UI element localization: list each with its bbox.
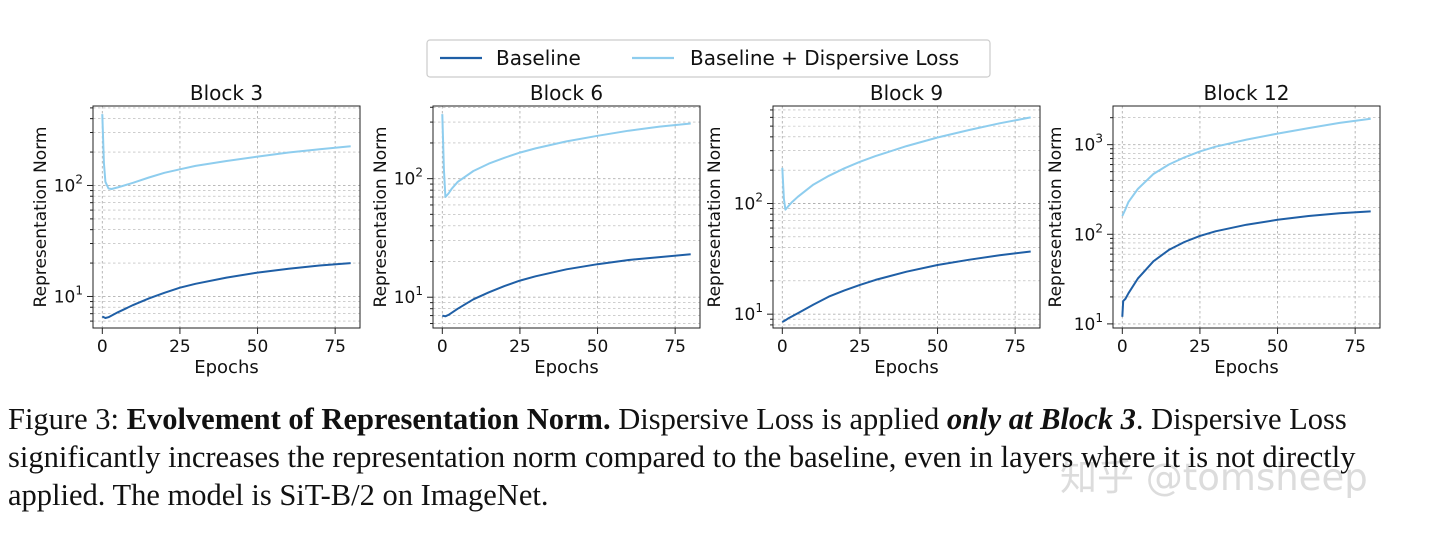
y-tick-label: 101 — [394, 284, 423, 308]
x-tick-label: 25 — [849, 337, 871, 357]
x-axis-label: Epochs — [1214, 357, 1279, 378]
y-tick-label: 103 — [1074, 132, 1103, 156]
x-axis-label: Epochs — [534, 357, 599, 378]
caption-text1: Dispersive Loss is applied — [610, 402, 947, 436]
y-axis-label: Representation Norm — [371, 127, 391, 308]
watermark: 知乎 @tomsheep — [1060, 456, 1368, 499]
x-tick-label: 25 — [509, 337, 531, 357]
caption-prefix: Figure 3: — [8, 402, 127, 436]
x-axis-label: Epochs — [874, 357, 939, 378]
y-tick-label: 102 — [734, 190, 763, 214]
y-tick-label: 102 — [394, 166, 423, 190]
chart-panel-1: 0 25 50 75 101 102 Block 3 Epochs Representation… — [31, 81, 361, 378]
x-tick-label: 0 — [777, 337, 788, 357]
x-tick-label: 50 — [1267, 337, 1289, 357]
x-tick-label: 75 — [324, 337, 346, 357]
chart-panel-3: 0 25 50 75 101 102 Block 9 Epochs Representation… — [705, 81, 1041, 378]
chart-panel-2: 0 25 50 75 101 102 Block 6 Epochs Representation… — [371, 81, 701, 378]
chart-title: Block 9 — [870, 81, 943, 105]
x-tick-label: 50 — [247, 337, 269, 357]
y-tick-label: 102 — [54, 172, 83, 196]
series-line-dispersive — [441, 114, 691, 198]
x-tick-label: 50 — [927, 337, 949, 357]
series-line-baseline — [1121, 210, 1371, 317]
chart-title: Block 3 — [190, 81, 263, 105]
legend-label-dispersive: Baseline + Dispersive Loss — [690, 46, 959, 70]
caption-bold-italic: only at Block 3 — [946, 402, 1136, 436]
chart-title: Block 12 — [1204, 81, 1290, 105]
y-tick-label: 101 — [54, 283, 83, 307]
x-tick-label: 0 — [97, 337, 108, 357]
series-line-baseline — [442, 253, 691, 318]
legend-label-baseline: Baseline — [496, 46, 581, 70]
chart-frame — [432, 105, 701, 329]
x-tick-label: 50 — [587, 337, 609, 357]
chart-grid — [93, 106, 360, 328]
chart-frame — [772, 105, 1041, 329]
x-tick-label: 75 — [1344, 337, 1366, 357]
y-axis-label: Representation Norm — [1046, 127, 1066, 308]
chart-frame — [92, 105, 361, 329]
legend-frame — [426, 39, 991, 78]
legend: Baseline Baseline + Dispersive Loss — [426, 39, 991, 78]
y-tick-label: 101 — [1074, 311, 1103, 335]
x-tick-label: 0 — [437, 337, 448, 357]
chart-grid — [433, 106, 700, 328]
y-tick-label: 102 — [1074, 221, 1103, 245]
chart-panel-4: 0 25 50 75 101 102 103 Block 12 Epochs Representa… — [1046, 81, 1381, 378]
chart-grid — [1113, 106, 1380, 328]
caption-bold-title: Evolvement of Representation Norm. — [126, 402, 611, 436]
series-line-baseline — [101, 262, 351, 319]
series-line-dispersive — [1121, 117, 1371, 217]
figure-caption: Figure 3: Evolvement of Representation N… — [8, 400, 1433, 514]
x-tick-label: 25 — [169, 337, 191, 357]
series-line-baseline — [781, 250, 1031, 323]
chart-grid — [773, 106, 1040, 328]
caption-text2: . Dispersive Loss significantly increase… — [8, 402, 1356, 512]
x-axis-label: Epochs — [194, 357, 259, 378]
x-tick-label: 75 — [664, 337, 686, 357]
chart-title: Block 6 — [530, 81, 603, 105]
y-axis-label: Representation Norm — [31, 127, 51, 308]
series-line-dispersive — [101, 114, 351, 190]
x-tick-label: 25 — [1189, 337, 1211, 357]
y-tick-label: 101 — [734, 301, 763, 325]
series-line-dispersive — [781, 116, 1031, 211]
x-tick-label: 75 — [1004, 337, 1026, 357]
chart-frame — [1112, 105, 1381, 329]
chart-panels: 0 25 50 75 101 102 Block 3 Epochs Representation… — [31, 81, 1381, 378]
x-tick-label: 0 — [1117, 337, 1128, 357]
y-axis-label: Representation Norm — [705, 127, 725, 308]
